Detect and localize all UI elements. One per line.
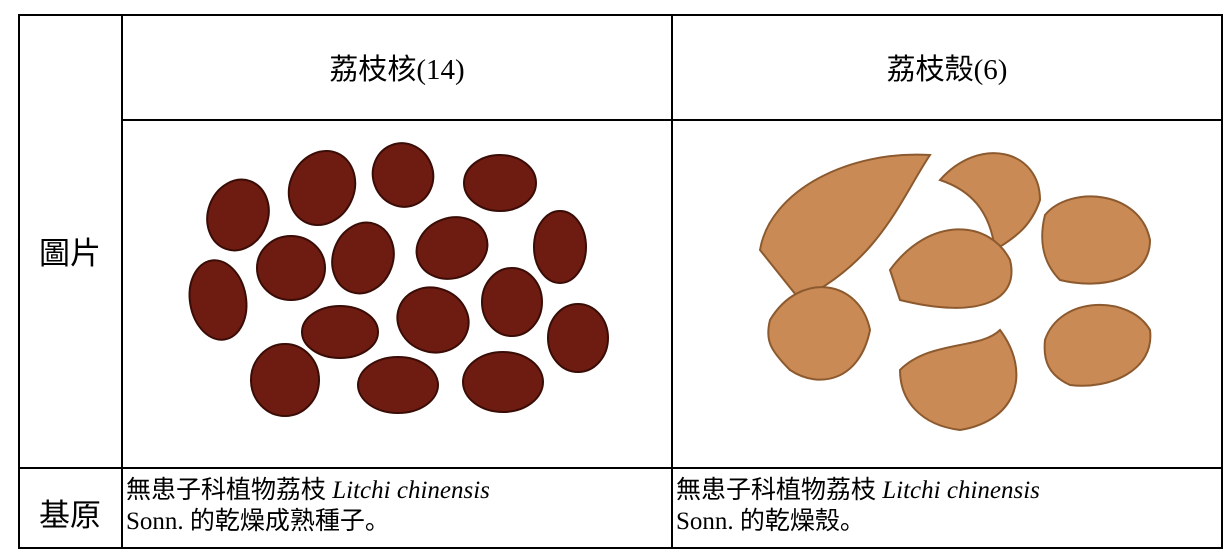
desc-suffix: Sonn. 的乾燥成熟種子。 [126,508,390,535]
border [1221,14,1223,549]
desc-prefix: 無患子科植物荔枝 [126,477,327,504]
column-header: 荔枝殼(6) [886,54,1008,86]
border [18,14,1223,16]
species-name: Litchi chinensis [332,477,490,504]
border [121,14,123,549]
description: 無患子科植物荔枝 Litchi chinensis Sonn. 的乾燥成熟種子。 [126,475,490,537]
desc-prefix: 無患子科植物荔枝 [676,477,877,504]
border [18,467,1223,469]
border [18,14,20,549]
column-header: 荔枝核(14) [329,54,465,86]
row-label: 圖片 [39,236,101,271]
species-name: Litchi chinensis [882,477,1040,504]
desc-suffix: Sonn. 的乾燥殼。 [676,508,865,535]
border [18,547,1223,549]
description: 無患子科植物荔枝 Litchi chinensis Sonn. 的乾燥殼。 [676,475,1040,537]
row-label: 基原 [39,498,101,533]
lychee-shells [758,152,1152,432]
lychee-seeds [188,142,609,417]
border [671,14,673,549]
